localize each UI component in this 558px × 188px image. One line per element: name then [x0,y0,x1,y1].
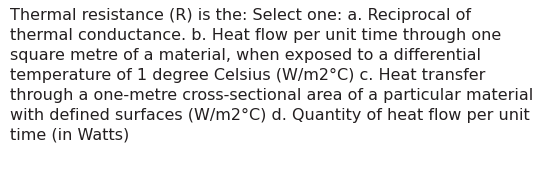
Text: Thermal resistance (R) is the: Select one: a. Reciprocal of
thermal conductance.: Thermal resistance (R) is the: Select on… [10,8,533,143]
